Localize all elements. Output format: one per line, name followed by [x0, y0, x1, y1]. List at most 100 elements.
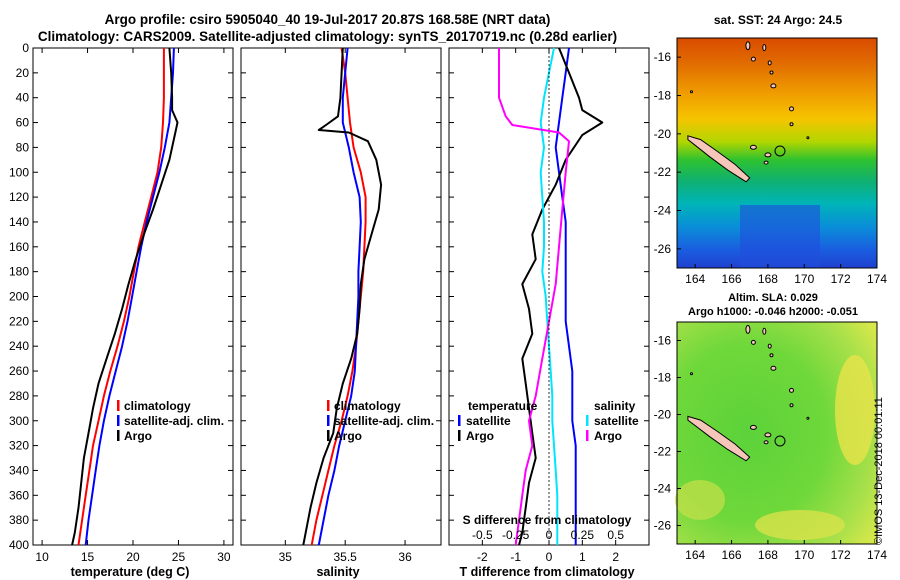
map-x-tick-label: 170 — [794, 272, 814, 286]
x-tick-label: 10 — [35, 550, 49, 564]
map-x-tick-label: 168 — [758, 548, 778, 562]
x-tick-label: 25 — [172, 550, 186, 564]
y-tick-label: 280 — [9, 389, 29, 403]
legend-swatch-sal-argo — [586, 430, 589, 441]
salinity-series — [302, 47, 383, 546]
legend-label-argo: Argo — [124, 429, 152, 443]
legend-swatch-climatology — [327, 400, 330, 411]
legend-label-temp-argo: Argo — [466, 429, 494, 443]
salinity-difference-tick-label: -0.5 — [472, 528, 493, 542]
legend-label-climatology: climatology — [124, 399, 191, 413]
salinity-plot-frame — [240, 47, 442, 546]
small-island — [789, 122, 794, 127]
sla-yellow-patch-west — [675, 480, 725, 520]
y-tick-label: 380 — [9, 513, 29, 527]
x-tick-label: 15 — [81, 550, 95, 564]
small-island — [770, 83, 777, 89]
x-tick-label: 35 — [279, 550, 293, 564]
map-y-tick-label: -16 — [654, 334, 672, 348]
sla-map-subtitle: Argo h1000: -0.046 h2000: -0.051 — [688, 306, 858, 318]
series-line-salinity-argo — [498, 48, 570, 546]
salinity-difference-tick-label: 0.5 — [607, 528, 624, 542]
legend-label-temp-satellite: satellite — [466, 414, 511, 428]
y-tick-label: 80 — [16, 140, 30, 154]
map-y-tick-label: -26 — [654, 242, 672, 256]
x-tick-label: 2 — [612, 550, 619, 564]
legend-label-climatology: climatology — [334, 399, 401, 413]
small-island — [769, 70, 774, 75]
difference-series — [498, 47, 604, 546]
y-tick-label: 400 — [9, 538, 29, 552]
small-island — [690, 90, 693, 94]
map-x-tick-label: 174 — [867, 548, 887, 562]
y-tick-label: 260 — [9, 364, 29, 378]
x-tick-label: 36 — [398, 550, 412, 564]
legend-swatch-sal-satellite — [586, 415, 589, 426]
small-island — [750, 56, 756, 62]
legend-swatch-satellite — [327, 415, 330, 426]
legend-label-sal-argo: Argo — [594, 429, 622, 443]
small-island — [789, 403, 794, 408]
temperature-x-axis: 10 15 20 25 30 — [33, 47, 233, 564]
sst-map-title: sat. SST: 24 Argo: 24.5 — [714, 13, 843, 27]
map-x-tick-label: 166 — [722, 272, 742, 286]
small-island — [745, 41, 751, 51]
y-tick-label: 40 — [16, 91, 30, 105]
small-island — [767, 343, 772, 349]
legend-label-argo: Argo — [334, 429, 362, 443]
legend-label-satellite: satellite-adj. clim. — [334, 414, 434, 428]
difference-x-axis: -2 -1 0 1 2 — [449, 47, 649, 564]
sst-cool-patch — [740, 205, 820, 268]
map-x-tick-label: 164 — [685, 272, 705, 286]
temperature-y-axis: 0 20 40 60 80 100 120 140 160 180 200 220 240 260 280 3… — [9, 41, 29, 552]
map-x-tick-label: 166 — [722, 548, 742, 562]
small-island — [764, 432, 772, 438]
x-tick-label: -2 — [477, 550, 488, 564]
small-island — [806, 416, 810, 420]
map-y-tick-label: -22 — [654, 165, 672, 179]
legend-swatch-argo — [117, 430, 120, 441]
x-tick-label: 20 — [126, 550, 140, 564]
map-y-tick-label: -24 — [654, 482, 672, 496]
legend-swatch-satellite — [117, 415, 120, 426]
small-island — [789, 106, 794, 112]
sla-map-frame — [676, 321, 878, 545]
small-island — [762, 327, 767, 335]
new-caledonia-island — [687, 135, 751, 183]
small-island — [762, 44, 767, 52]
series-line-argo — [302, 47, 383, 546]
salinity-difference-tick-label: 0 — [546, 528, 553, 542]
difference-x-label: T difference from climatology — [459, 565, 634, 579]
sst-map-frame — [676, 37, 878, 269]
y-tick-label: 120 — [9, 190, 29, 204]
y-tick-label: 100 — [9, 165, 29, 179]
y-tick-label: 140 — [9, 215, 29, 229]
small-island — [806, 136, 810, 140]
y-tick-label: 20 — [16, 66, 30, 80]
header-line-2: Climatology: CARS2009. Satellite-adjuste… — [37, 29, 618, 44]
small-island — [767, 60, 772, 66]
small-island — [749, 424, 757, 430]
legend-swatch-temp-argo — [458, 430, 461, 441]
sst-islands — [687, 41, 810, 183]
small-island — [789, 387, 794, 393]
series-line-temperature-argo — [518, 47, 604, 546]
small-island — [745, 324, 751, 334]
series-line-argo — [71, 47, 179, 546]
sla-map-axes: 164 166 168 170 172 174 -16 -18 -20 -22 -24 -26 — [654, 334, 888, 563]
x-tick-label: -1 — [510, 550, 521, 564]
x-tick-label: 35.5 — [334, 550, 358, 564]
small-island — [690, 372, 693, 376]
y-tick-label: 220 — [9, 314, 29, 328]
map-y-tick-label: -24 — [654, 204, 672, 218]
small-island — [763, 160, 769, 165]
sla-islands — [687, 324, 810, 462]
series-line-salinity-satellite — [539, 47, 559, 545]
map-x-tick-label: 172 — [831, 548, 851, 562]
y-tick-label: 340 — [9, 463, 29, 477]
sst-map-axes: 164 166 168 170 172 174 -16 -18 -20 -22 -24 -26 — [654, 50, 888, 286]
sla-yellow-patch-south — [755, 510, 845, 540]
y-tick-label: 160 — [9, 240, 29, 254]
map-y-tick-label: -26 — [654, 519, 672, 533]
map-y-tick-label: -22 — [654, 445, 672, 459]
